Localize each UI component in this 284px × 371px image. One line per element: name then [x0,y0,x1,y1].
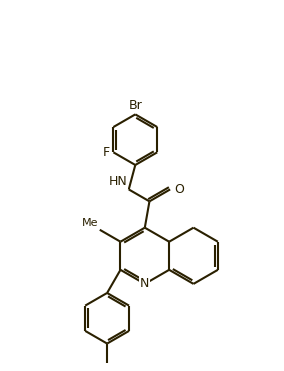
Text: F: F [103,146,110,159]
Text: N: N [140,278,149,290]
Text: Br: Br [128,99,142,112]
Text: O: O [174,183,184,196]
Text: Me: Me [82,219,98,229]
Text: HN: HN [108,175,127,188]
